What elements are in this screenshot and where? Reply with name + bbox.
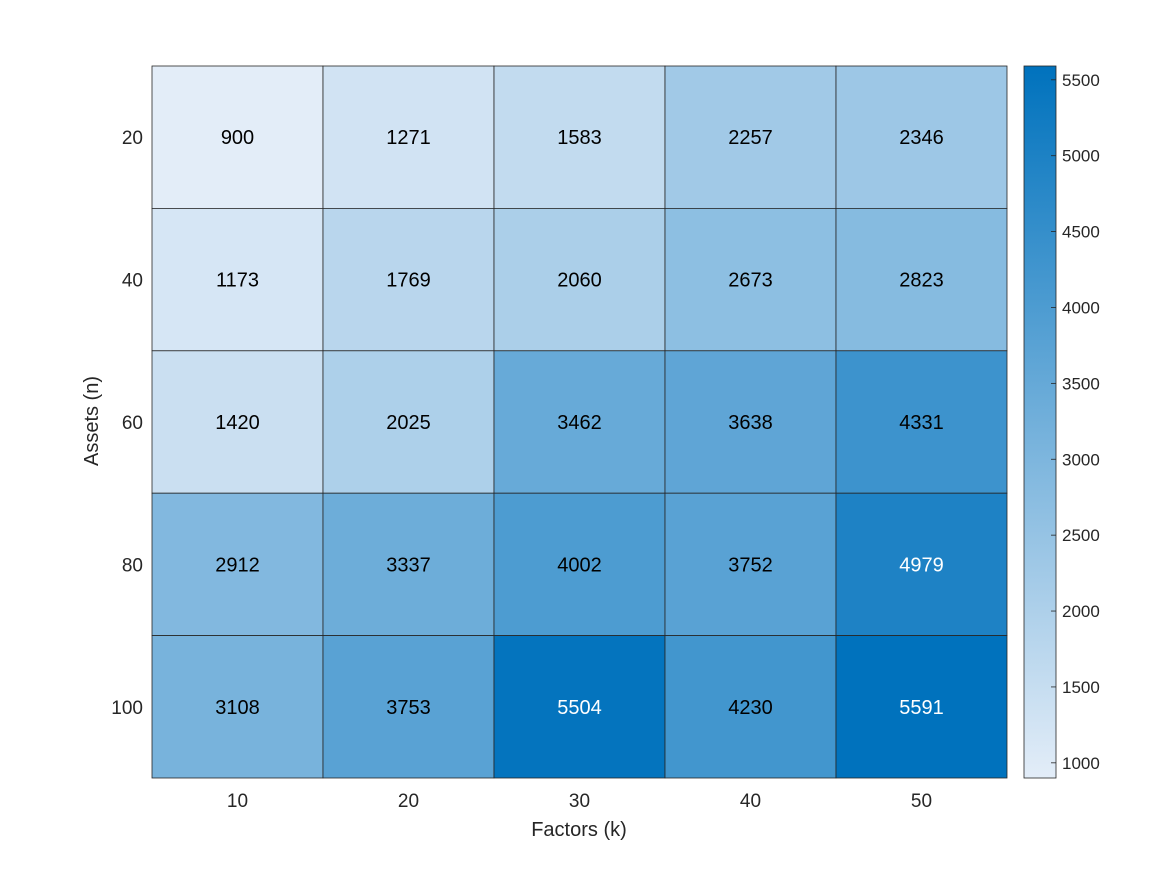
- colorbar-ticks: 1000 1500 2000 2500 3000 3500 4000 4500 5000 5500: [1051, 71, 1100, 773]
- x-tick-label: 40: [740, 791, 761, 812]
- x-tick-label: 20: [398, 791, 419, 812]
- heatmap-cell: [151, 492, 324, 637]
- cell-value-label: 3638: [728, 412, 773, 434]
- cell-value-label: 4331: [899, 412, 944, 434]
- cell-value-label: 4002: [557, 554, 602, 576]
- cell-value-label: 2025: [386, 412, 431, 434]
- y-tick-label: 80: [122, 555, 143, 576]
- cell-value-label: 5504: [557, 697, 602, 719]
- colorbar-tick-label: 2500: [1062, 526, 1100, 545]
- heatmap-cell: [151, 65, 324, 209]
- cell-value-label: 2823: [899, 270, 944, 292]
- y-tick-label: 60: [122, 413, 143, 434]
- x-tick-label: 50: [911, 791, 932, 812]
- heatmap-cell: [493, 350, 666, 494]
- cell-value-label: 1271: [386, 127, 431, 149]
- cell-value-label: 5591: [899, 697, 944, 719]
- cell-value-label: 2673: [728, 270, 773, 292]
- x-tick-label: 10: [227, 791, 248, 812]
- cell-value-label: 3462: [557, 412, 602, 434]
- heatmap-cell: [664, 65, 837, 209]
- cell-value-label: 1420: [215, 412, 260, 434]
- colorbar-tick-label: 5000: [1062, 147, 1100, 166]
- cell-value-label: 2912: [215, 554, 260, 576]
- heatmap-cell: [322, 492, 495, 637]
- colorbar-tick-label: 2000: [1062, 602, 1100, 621]
- cell-value-label: 1769: [386, 270, 431, 292]
- heatmap-cell: [835, 635, 1008, 779]
- heatmap-cell: [835, 207, 1008, 352]
- y-tick-label: 40: [122, 271, 143, 292]
- x-axis-label: Factors (k): [531, 819, 627, 841]
- heatmap-cell: [493, 65, 666, 209]
- colorbar-tick-label: 3000: [1062, 450, 1100, 469]
- cell-value-label: 2060: [557, 270, 602, 292]
- heatmap-cell: [664, 492, 837, 637]
- heatmap-cell: [493, 492, 666, 637]
- colorbar-tick-label: 4000: [1062, 298, 1100, 317]
- colorbar-tick-label: 3500: [1062, 374, 1100, 393]
- cell-value-label: 3752: [728, 554, 773, 576]
- colorbar-tick-label: 5500: [1062, 71, 1100, 90]
- cell-value-label: 2346: [899, 127, 944, 149]
- colorbar-tick-label: 1000: [1062, 754, 1100, 773]
- cell-value-label: 4230: [728, 697, 773, 719]
- colorbar: [1023, 65, 1057, 779]
- heatmap-cell: [322, 65, 495, 209]
- heatmap-cell: [493, 635, 666, 779]
- heatmap-cell: [322, 207, 495, 352]
- cell-value-label: 3108: [215, 697, 260, 719]
- cell-value-label: 4979: [899, 554, 944, 576]
- heatmap-cell: [151, 635, 324, 779]
- cell-value-label: 900: [221, 127, 254, 149]
- heatmap-cell: [835, 350, 1008, 494]
- x-tick-labels: 10 20 30 40 50: [227, 791, 932, 812]
- y-tick-label: 20: [122, 128, 143, 149]
- heatmap-cell: [493, 207, 666, 352]
- cell-value-label: 3753: [386, 697, 431, 719]
- colorbar-tick-label: 4500: [1062, 223, 1100, 242]
- heatmap-cell: [835, 492, 1008, 637]
- cell-value-label: 1173: [216, 270, 259, 292]
- heatmap-cell: [322, 350, 495, 494]
- cell-value-label: 2257: [728, 127, 773, 149]
- colorbar-tick-label: 1500: [1062, 678, 1100, 697]
- cell-value-label: 1583: [557, 127, 602, 149]
- y-axis-label: Assets (n): [81, 376, 103, 466]
- heatmap-cell: [322, 635, 495, 779]
- x-tick-label: 30: [569, 791, 590, 812]
- heatmap-cell: [664, 350, 837, 494]
- heatmap-cell: [151, 207, 324, 352]
- cell-value-label: 3337: [386, 554, 431, 576]
- y-tick-label: 100: [111, 698, 143, 719]
- heatmap-cell: [835, 65, 1008, 209]
- y-tick-labels: 20 40 60 80 100: [111, 128, 143, 719]
- heatmap-cells: 900 1271 1583 2257 2346 1173 1769 2060 2673 2823 1…: [151, 65, 1008, 779]
